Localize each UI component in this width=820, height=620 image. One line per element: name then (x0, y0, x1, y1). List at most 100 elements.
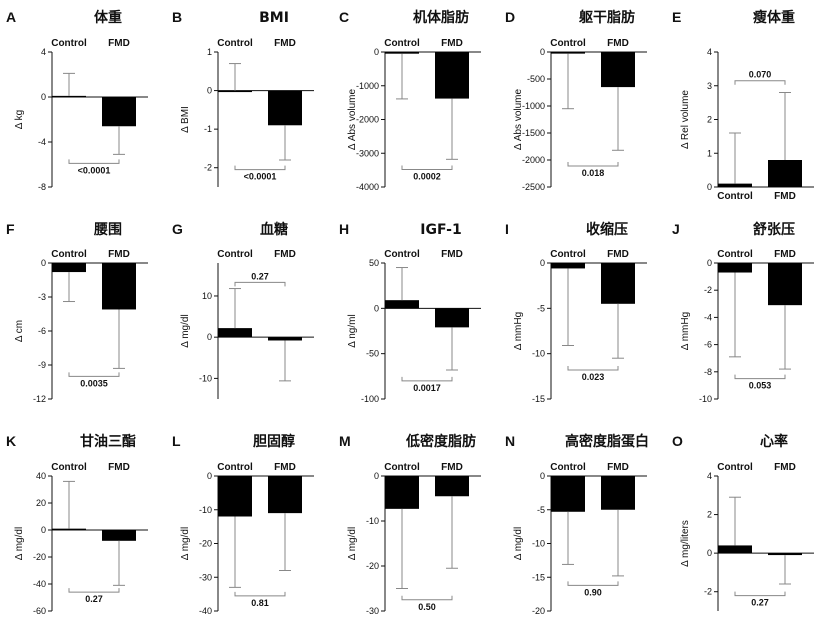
y-tick-label: -15 (532, 572, 545, 582)
y-tick-label: 1 (207, 47, 212, 57)
significance-bracket (401, 165, 453, 170)
bar-control (551, 52, 585, 54)
category-label: FMD (108, 249, 130, 260)
p-value: 0.27 (251, 271, 269, 281)
category-label: FMD (441, 249, 463, 260)
bar-control (385, 476, 419, 509)
panel-b: B BMI 1 0 -1 -2 Δ BMI Control FMD <0.0001 (172, 9, 314, 187)
bar-control (385, 52, 419, 54)
y-tick-label: -10 (366, 516, 379, 526)
panel-letter: C (339, 9, 349, 25)
y-tick-label: -8 (704, 367, 712, 377)
y-tick-label: -20 (199, 539, 212, 549)
category-label: FMD (774, 249, 796, 260)
y-tick-label: 0 (540, 471, 545, 481)
y-tick-label: -3 (38, 292, 46, 302)
y-tick-label: 4 (707, 47, 712, 57)
bar-control (52, 95, 86, 98)
y-tick-label: 0 (374, 303, 379, 313)
y-tick-label: -12 (33, 394, 46, 404)
panel-title: BMI (259, 10, 289, 26)
y-tick-label: 4 (41, 47, 46, 57)
bar-fmd (768, 553, 802, 556)
panel-title: 机体脂肪 (413, 9, 469, 26)
y-tick-label: -3000 (356, 148, 379, 158)
y-tick-label: -1 (204, 124, 212, 134)
bar-fmd (435, 52, 469, 99)
panel-letter: F (6, 221, 15, 237)
y-tick-label: -10 (532, 539, 545, 549)
y-tick-label: -500 (527, 74, 545, 84)
y-tick-label: 0 (41, 525, 46, 535)
bar-fmd (601, 263, 635, 304)
panel-d: D 躯干脂肪 0 -500 -1000 -1500 -2000 -2500 Δ Abs volu… (505, 9, 647, 192)
y-tick-label: -2 (704, 285, 712, 295)
y-tick-label: 0 (374, 47, 379, 57)
bar-control (551, 476, 585, 512)
bar-fmd (268, 337, 302, 341)
panel-i: I 收缩压 0 -5 -10 -15 Δ mmHg Control FMD 0.023 (505, 221, 647, 404)
p-value: <0.0001 (244, 172, 277, 182)
bar-fmd (601, 52, 635, 88)
significance-bracket (734, 591, 786, 597)
panel-title: 瘦体重 (753, 9, 795, 26)
y-tick-label: -40 (199, 606, 212, 616)
significance-bracket (567, 161, 619, 167)
y-tick-label: 0 (707, 258, 712, 268)
y-tick-label: -10 (699, 394, 712, 404)
y-tick-label: -30 (366, 606, 379, 616)
p-value: 0.81 (251, 598, 269, 608)
panel-letter: I (505, 221, 509, 237)
y-tick-label: 0 (41, 92, 46, 102)
y-tick-label: -100 (361, 394, 379, 404)
panel-letter: H (339, 221, 349, 237)
y-axis-label: Δ mg/dl (180, 527, 191, 560)
y-tick-label: 4 (707, 471, 712, 481)
y-axis-label: Δ mg/dl (180, 314, 191, 347)
category-label: Control (717, 462, 753, 473)
y-axis-label: Δ mmHg (513, 312, 524, 350)
y-axis-label: Δ cm (14, 320, 25, 342)
category-label: Control (550, 249, 586, 260)
panel-g: G 血糖 10 0 -10 Δ mg/dl Control FMD 0.27 (172, 221, 314, 399)
significance-bracket (234, 281, 286, 287)
panel-title: 血糖 (260, 221, 288, 238)
bar-fmd (435, 308, 469, 328)
panel-letter: K (6, 433, 16, 449)
panel-letter: G (172, 221, 183, 237)
category-label: FMD (274, 249, 296, 260)
y-axis-label: Δ ng/ml (347, 314, 358, 347)
category-label: Control (384, 38, 420, 49)
category-label: FMD (108, 462, 130, 473)
panel-title: 收缩压 (586, 221, 628, 238)
p-value: 0.27 (85, 594, 103, 604)
panel-title: 低密度脂肪 (405, 433, 476, 450)
bar-fmd (102, 263, 136, 310)
y-tick-label: -8 (38, 182, 46, 192)
panel-letter: L (172, 433, 181, 449)
y-tick-label: 0 (41, 258, 46, 268)
bar-fmd (102, 530, 136, 541)
bar-control (718, 263, 752, 273)
category-label: Control (51, 462, 87, 473)
panel-title: 高密度脂蛋白 (565, 433, 649, 450)
y-tick-label: 0 (707, 548, 712, 558)
panel-title: 腰围 (93, 222, 122, 238)
y-tick-label: 2 (707, 510, 712, 520)
bar-control (551, 263, 585, 269)
panel-title: 心率 (760, 433, 788, 450)
panel-title: IGF-1 (420, 222, 461, 238)
y-axis-label: Δ Abs volume (513, 88, 524, 150)
y-tick-label: -60 (33, 606, 46, 616)
y-tick-label: 0 (207, 332, 212, 342)
significance-bracket (567, 365, 619, 371)
p-value: 0.0017 (413, 383, 441, 393)
panel-title: 体重 (94, 9, 122, 26)
p-value: 0.018 (582, 168, 605, 178)
y-tick-label: -2 (704, 587, 712, 597)
p-value: 0.90 (584, 587, 602, 597)
panel-title: 甘油三酯 (80, 433, 136, 450)
bar-fmd (601, 476, 635, 510)
y-axis-label: Δ mg/dl (14, 527, 25, 560)
